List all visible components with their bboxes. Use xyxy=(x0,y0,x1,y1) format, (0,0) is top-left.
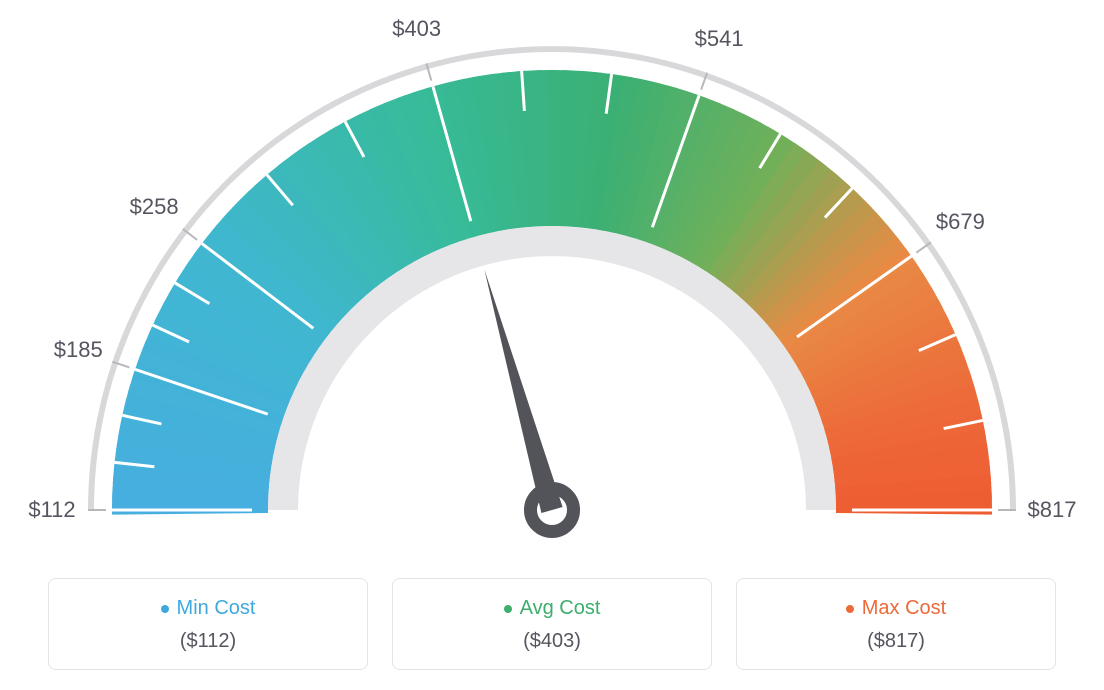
gauge-container: $112 $185 $258 $403 $541 $679 $817 xyxy=(0,0,1104,560)
legend-dot-min xyxy=(161,605,169,613)
scale-label: $258 xyxy=(130,194,179,220)
legend-card-max: Max Cost ($817) xyxy=(736,578,1056,670)
legend-card-min: Min Cost ($112) xyxy=(48,578,368,670)
legend-title-avg: Avg Cost xyxy=(504,597,601,620)
scale-label: $185 xyxy=(54,337,103,363)
scale-label: $679 xyxy=(936,209,985,235)
legend-label-min: Min Cost xyxy=(177,597,256,620)
scale-label: $403 xyxy=(392,16,441,42)
scale-label: $541 xyxy=(695,26,744,52)
legend-value-avg: ($403) xyxy=(405,630,699,653)
legend-value-min: ($112) xyxy=(61,630,355,653)
legend-label-avg: Avg Cost xyxy=(520,597,601,620)
gauge-chart xyxy=(0,0,1104,560)
scale-label: $112 xyxy=(28,497,75,523)
legend-card-avg: Avg Cost ($403) xyxy=(392,578,712,670)
legend-value-max: ($817) xyxy=(749,630,1043,653)
legend-label-max: Max Cost xyxy=(862,597,946,620)
legend-title-min: Min Cost xyxy=(161,597,256,620)
legend-title-max: Max Cost xyxy=(846,597,946,620)
legend-dot-max xyxy=(846,605,854,613)
legend-row: Min Cost ($112) Avg Cost ($403) Max Cost… xyxy=(0,578,1104,670)
scale-label: $817 xyxy=(1028,497,1077,523)
legend-dot-avg xyxy=(504,605,512,613)
